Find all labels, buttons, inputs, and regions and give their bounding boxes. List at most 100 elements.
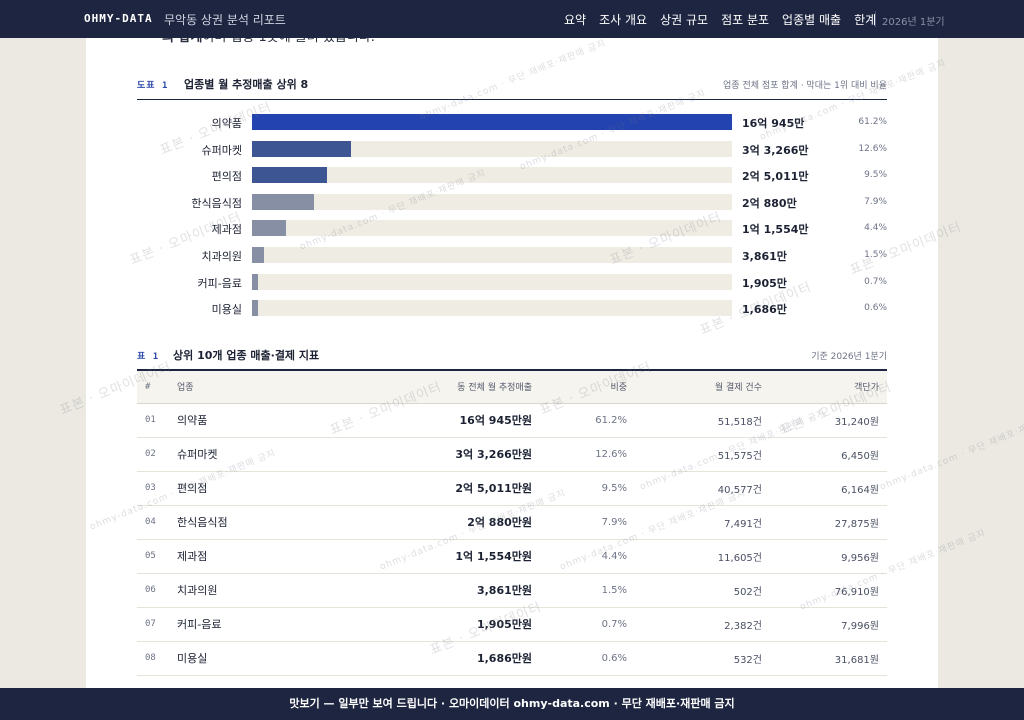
cell-share: 61.2%: [532, 403, 627, 438]
bar: [252, 220, 286, 236]
cell-category: 슈퍼마켓: [177, 437, 347, 472]
bar-share-label: 1.5%: [864, 250, 887, 260]
bar-label: 슈퍼마켓: [201, 144, 242, 157]
bar-value-label: 16억 945만: [742, 117, 805, 130]
table-header: 표 1 상위 10개 업종 매출·결제 지표 기준 2026년 1분기: [137, 346, 887, 368]
bar-share-label: 0.6%: [864, 303, 887, 313]
cell-avg-ticket: 6,450원: [762, 437, 887, 472]
cell-payment-count: 2,382건: [627, 607, 762, 642]
bar: [252, 194, 314, 210]
cell-rank: 02: [137, 437, 177, 472]
col-header-monthly-sales: 동 전체 월 추정매출: [347, 370, 532, 404]
bar-label: 한식음식점: [191, 197, 242, 210]
nav-item-sales-by-category[interactable]: 업종별 매출: [782, 13, 842, 27]
cell-avg-ticket: 31,240원: [762, 403, 887, 438]
bar-track: [252, 274, 732, 290]
report-title: 무악동 상권 분석 리포트: [164, 13, 286, 27]
cell-payment-count: 502건: [627, 573, 762, 608]
cell-share: 1.5%: [532, 573, 627, 608]
bar-value-label: 1,905만: [742, 277, 787, 290]
bar-label: 제과점: [211, 223, 242, 236]
bar-value-label: 3,861만: [742, 250, 787, 263]
cell-share: 0.6%: [532, 641, 627, 676]
cell-avg-ticket: 31,681원: [762, 641, 887, 676]
bar-track: [252, 194, 732, 210]
table-row: 06 치과의원 3,861만원 1.5% 502건 76,910원: [137, 573, 887, 608]
cell-share: 9.5%: [532, 471, 627, 506]
cell-share: 0.7%: [532, 607, 627, 642]
bar-track: [252, 141, 732, 157]
figure-tag: 도표 1: [137, 81, 169, 91]
cell-category: 치과의원: [177, 573, 347, 608]
cell-rank: 06: [137, 573, 177, 608]
bar-share-label: 12.6%: [858, 144, 887, 154]
bar-share-label: 61.2%: [858, 117, 887, 127]
cell-monthly-sales: 1억 1,554만원: [347, 539, 532, 574]
cell-monthly-sales: 1,686만원: [347, 641, 532, 676]
bar-track: [252, 114, 732, 130]
nav-item-store-distribution[interactable]: 점포 분포: [721, 13, 770, 27]
cell-category: 제과점: [177, 539, 347, 574]
cell-category: 한식음식점: [177, 505, 347, 540]
cell-category: 미용실: [177, 641, 347, 676]
bar-share-label: 0.7%: [864, 277, 887, 287]
bar-share-label: 4.4%: [864, 223, 887, 233]
top-navigation-bar: OHMY-DATA 무악동 상권 분석 리포트 요약 조사 개요 상권 규모 점…: [0, 0, 1024, 38]
cell-monthly-sales: 2억 5,011만원: [347, 471, 532, 506]
table-row: 07 커피-음료 1,905만원 0.7% 2,382건 7,996원: [137, 607, 887, 642]
col-header-avg-ticket: 객단가: [762, 370, 887, 404]
bar: [252, 274, 258, 290]
cell-monthly-sales: 3,861만원: [347, 573, 532, 608]
bar-label: 의약품: [211, 117, 242, 130]
nav-item-limitations[interactable]: 한계: [854, 13, 877, 27]
cell-share: 12.6%: [532, 437, 627, 472]
table-tag: 표 1: [137, 352, 160, 362]
cell-rank: 03: [137, 471, 177, 506]
cell-monthly-sales: 16억 945만원: [347, 403, 532, 438]
cell-monthly-sales: 3억 3,266만원: [347, 437, 532, 472]
sales-metrics-table: # 업종 동 전체 월 추정매출 비중 월 결제 건수 객단가 01 의약품 16억…: [137, 369, 887, 676]
table-title: 상위 10개 업종 매출·결제 지표: [173, 349, 320, 362]
table-row: 01 의약품 16억 945만원 61.2% 51,518건 31,240원: [137, 403, 887, 438]
cell-avg-ticket: 6,164원: [762, 471, 887, 506]
bar-label: 미용실: [211, 303, 242, 316]
figure-note: 업종 전체 점포 합계 · 막대는 1위 대비 비율: [723, 81, 887, 91]
bar-track: [252, 300, 732, 316]
figure-title: 업종별 월 추정매출 상위 8: [184, 78, 309, 91]
preview-notice-banner: 맛보기 — 일부만 보여 드립니다 · 오마이데이터 ohmy-data.com…: [0, 688, 1024, 720]
nav-item-market-size[interactable]: 상권 규모: [660, 13, 709, 27]
cell-share: 7.9%: [532, 505, 627, 540]
bar-value-label: 1,686만: [742, 303, 787, 316]
cell-payment-count: 7,491건: [627, 505, 762, 540]
table-row: 02 슈퍼마켓 3억 3,266만원 12.6% 51,575건 6,450원: [137, 437, 887, 472]
cell-payment-count: 532건: [627, 641, 762, 676]
cell-monthly-sales: 2억 880만원: [347, 505, 532, 540]
col-header-rank: #: [137, 370, 177, 404]
table-note: 기준 2026년 1분기: [811, 352, 887, 362]
site-logo[interactable]: OHMY-DATA: [84, 12, 153, 25]
cell-monthly-sales: 1,905만원: [347, 607, 532, 642]
cell-category: 커피-음료: [177, 607, 347, 642]
figure-header: 도표 1 업종별 월 추정매출 상위 8 업종 전체 점포 합계 · 막대는 1…: [137, 76, 887, 100]
bar-share-label: 9.5%: [864, 170, 887, 180]
cell-payment-count: 51,518건: [627, 403, 762, 438]
col-header-payment-count: 월 결제 건수: [627, 370, 762, 404]
cell-payment-count: 40,577건: [627, 471, 762, 506]
cell-share: 4.4%: [532, 539, 627, 574]
period-label: 2026년 1분기: [882, 17, 945, 28]
cell-rank: 04: [137, 505, 177, 540]
cell-category: 의약품: [177, 403, 347, 438]
bar: [252, 114, 732, 130]
table-row: 05 제과점 1억 1,554만원 4.4% 11,605건 9,956원: [137, 539, 887, 574]
bar: [252, 300, 258, 316]
cell-avg-ticket: 27,875원: [762, 505, 887, 540]
bar-track: [252, 220, 732, 236]
bar: [252, 247, 264, 263]
cell-avg-ticket: 7,996원: [762, 607, 887, 642]
nav-item-summary[interactable]: 요약: [564, 13, 587, 27]
nav-item-survey-overview[interactable]: 조사 개요: [599, 13, 648, 27]
bar-value-label: 2억 5,011만: [742, 170, 809, 183]
cell-avg-ticket: 9,956원: [762, 539, 887, 574]
col-header-category: 업종: [177, 370, 347, 404]
col-header-share: 비중: [532, 370, 627, 404]
